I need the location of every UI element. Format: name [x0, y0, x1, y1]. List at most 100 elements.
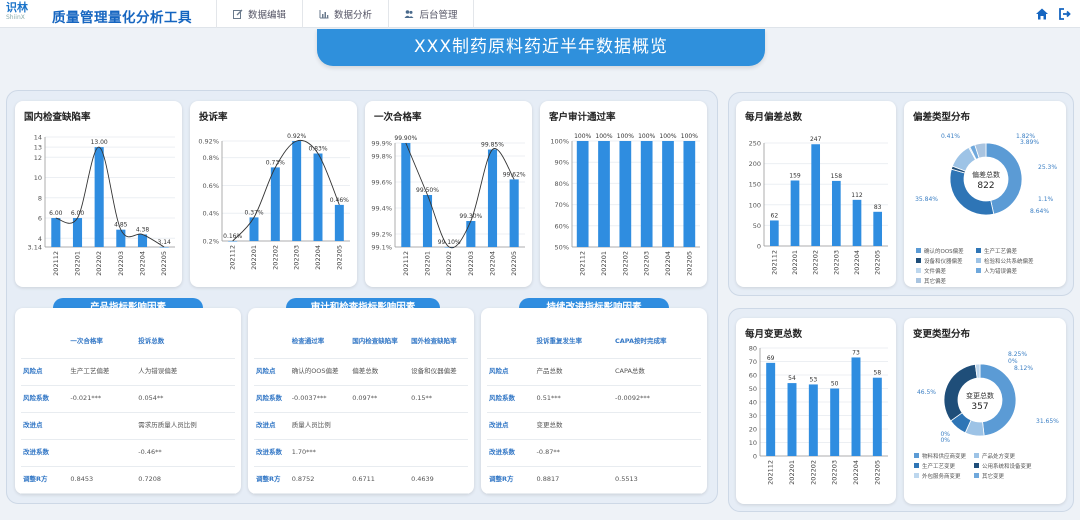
- nav-admin[interactable]: 后台管理: [388, 0, 474, 28]
- x-tick-label: 202205: [510, 251, 518, 276]
- deviation-card: 每月偏差总数 0 50 100 150 200 250 62 202112 159 202201 2…: [736, 101, 896, 287]
- x-tick-label: 202204: [489, 251, 497, 276]
- x-tick-label: 202204: [314, 245, 322, 270]
- bar: [422, 195, 433, 247]
- complaint-card: 投诉率 0.2% 0.4% 0.6% 0.8% 0.92% 0.16% 202112 0.37…: [190, 101, 357, 287]
- y-tick-label: 70%: [555, 201, 569, 209]
- legend-swatch: [914, 473, 919, 478]
- pie-center-value: 822: [977, 181, 994, 191]
- legend-swatch: [974, 473, 979, 478]
- nav-data-edit[interactable]: 数据编辑: [216, 0, 302, 28]
- pie-pct-label: 0%: [940, 431, 950, 438]
- data-label: 100%: [595, 133, 612, 140]
- change-chart: 0 10 20 30 40 50 60 70 80 69 202112 54 202201 53 20220…: [749, 345, 888, 485]
- y-tick-label: 70: [749, 358, 757, 366]
- bar: [509, 179, 519, 247]
- legend-swatch: [914, 453, 919, 458]
- improve-factor-table: 投诉重复发生率 CAPA按时完成率 风险点 产品总数 CAPA总数 风险系数 0.51***…: [487, 324, 701, 494]
- row-label: 风险系数: [487, 385, 535, 413]
- bar: [769, 220, 779, 246]
- table-header-cell: CAPA按时完成率: [613, 324, 701, 359]
- bar: [790, 180, 800, 246]
- x-tick-label: 202202: [445, 251, 453, 276]
- x-tick-label: 202112: [770, 250, 778, 275]
- table-card-product: 一次合格率 投诉总数 风险点 生产工艺偏差 人为错误偏差 风险系数 -0.021*** 0.0…: [15, 308, 241, 494]
- pie-slice: [974, 363, 981, 379]
- legend-label: 确认的OOS偏差: [924, 247, 964, 255]
- pie-slice: [974, 142, 987, 159]
- y-tick-label: 14: [34, 134, 42, 142]
- table-header-row: 投诉重复发生率 CAPA按时完成率: [487, 324, 701, 359]
- y-tick-label: 150: [749, 181, 761, 189]
- legend-swatch: [976, 248, 981, 253]
- table-cell: 确认的OOS偏差: [289, 358, 351, 386]
- table-header-row: 检查通过率 国内检查缺陷率 国外检查缺陷率: [254, 324, 468, 359]
- app-logo[interactable]: 识林 ShiinX: [6, 2, 36, 21]
- home-icon[interactable]: [1035, 7, 1049, 21]
- nav-label: 数据编辑: [247, 10, 286, 21]
- bar: [401, 143, 411, 247]
- page-banner: XXX制药原料药近半年数据概览: [317, 29, 765, 66]
- table-row: 调整R方 0.8453 0.7208: [21, 466, 235, 494]
- table-header-cell: [487, 324, 535, 359]
- data-label: 99.30%: [459, 213, 482, 220]
- pie-pct-label: 3.89%: [1020, 139, 1039, 146]
- x-tick-label: 202203: [467, 251, 475, 276]
- table-row: 调整R方 0.8752 0.6711 0.4639: [254, 466, 468, 494]
- table-row: 改进系数 1.70***: [254, 439, 468, 467]
- bar: [811, 144, 821, 246]
- data-label: 100%: [638, 133, 655, 140]
- table-row: 改进系数 -0.46**: [21, 439, 235, 467]
- y-tick-label: 30: [749, 412, 757, 420]
- row-label: 调整R方: [21, 466, 69, 494]
- bar: [619, 141, 632, 247]
- data-label: 100%: [574, 133, 591, 140]
- y-tick-label: 90%: [555, 159, 569, 167]
- table-cell: 偏差总数: [350, 358, 410, 386]
- legend-swatch: [916, 248, 921, 253]
- row-label: 改进点: [21, 412, 69, 440]
- logout-icon[interactable]: [1058, 7, 1072, 21]
- y-tick-label: 0.2%: [202, 238, 219, 246]
- data-label: 159: [789, 172, 801, 179]
- table-cell: 0.097**: [350, 385, 410, 413]
- nav-data-analysis[interactable]: 数据分析: [302, 0, 388, 28]
- x-tick-label: 202203: [831, 460, 839, 485]
- y-tick-label: 50: [753, 222, 761, 230]
- bar: [72, 218, 83, 247]
- y-tick-label: 99.8%: [371, 153, 392, 161]
- row-label: 风险点: [21, 358, 69, 386]
- table-cell: 0.4639: [409, 466, 468, 494]
- data-label: 4.85: [114, 222, 128, 229]
- y-tick-label: 99.2%: [371, 231, 392, 239]
- bar: [831, 180, 841, 246]
- legend-label: 人为错误偏差: [984, 267, 1018, 275]
- y-tick-label: 99.6%: [371, 179, 392, 187]
- y-tick-label: 99.4%: [371, 205, 392, 213]
- legend-label: 公用系统和设备变更: [982, 462, 1032, 470]
- table-header-cell: 投诉总数: [136, 324, 235, 359]
- table-row: 风险点 生产工艺偏差 人为错误偏差: [21, 358, 235, 386]
- y-tick-label: 6: [38, 215, 42, 223]
- y-tick-label: 13: [34, 144, 42, 152]
- x-tick-label: 202203: [832, 250, 840, 275]
- legend-label: 文件偏差: [924, 267, 947, 275]
- table-cell: [350, 412, 410, 440]
- card-title: 每月变更总数: [745, 329, 803, 340]
- pie-center-label: 变更总数: [966, 391, 994, 400]
- pie-pct-label: 0%: [940, 437, 950, 444]
- table-row: 风险点 产品总数 CAPA总数: [487, 358, 701, 386]
- bar: [683, 141, 696, 247]
- table-cell: [350, 439, 410, 467]
- card-title: 每月偏差总数: [745, 112, 803, 123]
- y-tick-label: 80%: [555, 180, 569, 188]
- bar: [292, 141, 302, 241]
- row-label: 风险点: [254, 358, 290, 386]
- trend-line: [405, 142, 515, 249]
- app-title: 质量管理量化分析工具: [52, 10, 192, 26]
- table-cell: 0.15**: [409, 385, 468, 413]
- bar: [662, 141, 674, 247]
- legend-swatch: [916, 278, 921, 283]
- data-label: 54: [788, 375, 796, 382]
- pie-pct-label: 31.65%: [1036, 418, 1059, 425]
